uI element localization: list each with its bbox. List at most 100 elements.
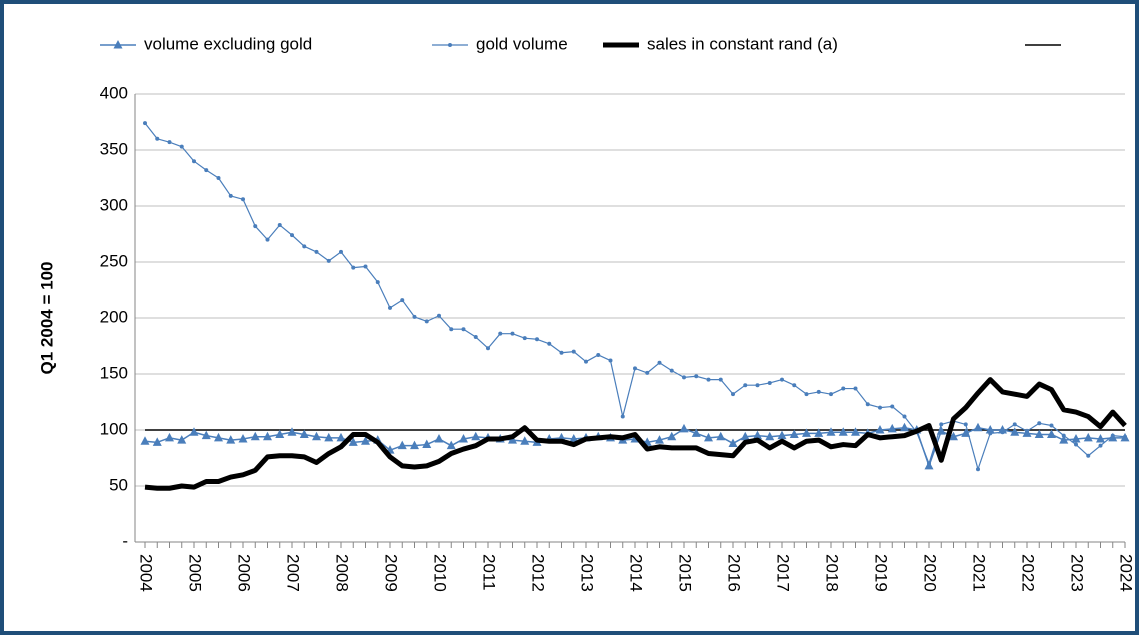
marker	[1037, 421, 1042, 426]
marker	[375, 280, 380, 285]
marker	[645, 370, 650, 375]
marker	[192, 159, 196, 164]
marker	[486, 346, 490, 351]
marker	[716, 431, 726, 441]
marker	[841, 386, 846, 391]
marker	[743, 383, 748, 388]
x-tick-label: 2010	[431, 554, 450, 592]
marker	[633, 366, 637, 371]
marker	[214, 432, 223, 442]
marker	[510, 331, 515, 336]
y-axis-label: Q1 2004 = 100	[37, 262, 56, 375]
marker	[520, 436, 530, 445]
x-tick-label: 2004	[137, 554, 156, 592]
marker	[388, 305, 392, 310]
marker	[569, 433, 579, 443]
marker	[473, 335, 478, 340]
marker	[679, 423, 689, 433]
marker	[326, 258, 331, 263]
marker	[152, 437, 162, 446]
marker	[608, 358, 613, 363]
marker	[189, 427, 199, 436]
marker	[299, 429, 309, 438]
y-tick-label: 150	[100, 363, 128, 382]
marker	[691, 428, 701, 437]
x-tick-label: 2013	[578, 554, 597, 592]
marker	[238, 433, 248, 443]
marker	[875, 425, 885, 434]
marker	[167, 140, 172, 145]
marker	[1059, 435, 1069, 444]
marker	[571, 349, 576, 354]
marker	[498, 331, 503, 336]
marker	[878, 405, 882, 410]
x-tick-label: 2019	[872, 554, 891, 592]
marker	[1012, 422, 1017, 427]
marker	[789, 429, 799, 438]
marker	[363, 264, 368, 269]
marker	[535, 337, 539, 342]
marker	[1074, 442, 1078, 447]
marker	[522, 336, 527, 341]
marker	[241, 197, 245, 202]
marker	[596, 352, 601, 357]
x-tick-label: 2024	[1117, 554, 1136, 592]
marker	[667, 431, 677, 441]
marker	[412, 314, 417, 319]
marker	[853, 386, 858, 391]
marker	[731, 392, 735, 397]
marker	[437, 313, 441, 318]
marker	[728, 438, 738, 447]
marker	[397, 440, 407, 450]
marker	[887, 423, 897, 433]
series-line	[144, 377, 1127, 491]
marker	[777, 430, 787, 440]
y-tick-label: 250	[100, 251, 128, 270]
legend-marker	[113, 40, 123, 49]
marker	[253, 224, 258, 229]
marker	[446, 440, 456, 450]
marker	[348, 437, 358, 446]
marker	[339, 249, 343, 254]
marker	[1047, 429, 1056, 438]
marker	[939, 422, 944, 427]
x-tick-label: 2011	[480, 554, 499, 591]
marker	[973, 422, 983, 432]
marker	[765, 431, 775, 441]
x-tick-label: 2006	[235, 554, 254, 592]
marker	[1071, 433, 1081, 443]
x-tick-label: 2014	[627, 554, 646, 592]
marker	[755, 383, 760, 388]
marker	[449, 327, 454, 332]
marker	[1086, 453, 1091, 458]
marker	[508, 435, 517, 444]
marker	[985, 425, 995, 434]
marker	[351, 265, 356, 270]
x-tick-label: 2015	[676, 554, 695, 592]
marker	[1034, 429, 1044, 438]
legend-marker	[448, 43, 452, 47]
marker	[669, 368, 674, 373]
y-tick-label: 300	[100, 195, 128, 214]
marker	[826, 427, 836, 436]
marker	[155, 136, 160, 141]
marker	[226, 435, 236, 444]
marker	[1108, 432, 1118, 442]
marker	[976, 467, 980, 472]
marker	[718, 377, 723, 382]
y-tick-label: 50	[109, 475, 128, 494]
marker	[1120, 432, 1130, 442]
marker	[704, 432, 713, 442]
marker	[584, 359, 588, 364]
marker	[302, 244, 307, 249]
marker	[324, 432, 334, 442]
marker	[924, 460, 934, 470]
marker	[802, 428, 811, 437]
marker	[263, 431, 272, 441]
marker	[434, 433, 444, 443]
marker	[361, 436, 370, 445]
marker	[865, 402, 870, 407]
marker	[780, 377, 784, 382]
marker	[936, 426, 946, 435]
